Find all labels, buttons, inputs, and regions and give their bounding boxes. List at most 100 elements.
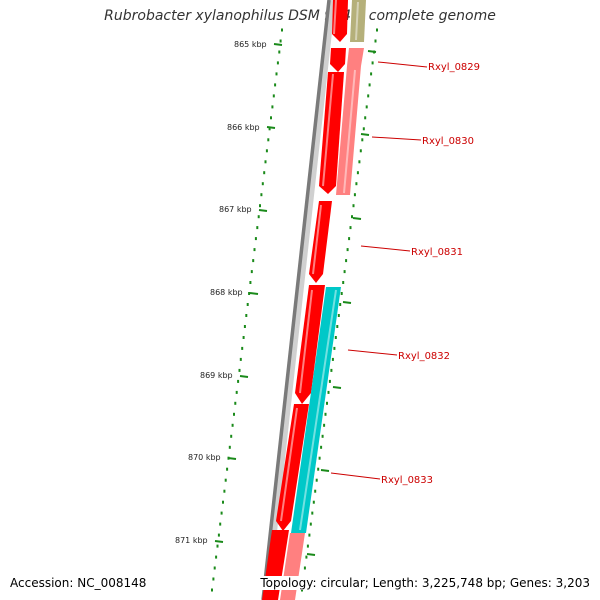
guide-dot xyxy=(215,555,218,559)
guide-dot xyxy=(352,204,355,208)
guide-dot xyxy=(365,105,368,109)
guide-dot xyxy=(368,83,371,87)
guide-dot xyxy=(301,588,303,592)
tick-label-870: 870 kbp xyxy=(188,453,221,462)
guide-dot xyxy=(212,577,215,581)
guide-dot xyxy=(228,445,231,449)
guide-dot xyxy=(376,28,378,32)
gene-label-rxyl-0833[interactable]: Rxyl_0833 xyxy=(381,475,433,486)
guide-dot xyxy=(358,160,361,164)
tick-label-866: 866 kbp xyxy=(227,123,260,132)
right-ticks xyxy=(306,50,377,556)
dotted-guide-left xyxy=(211,28,283,592)
guide-dot xyxy=(281,28,283,32)
guide-dot xyxy=(241,346,244,350)
label-0830: Rxyl_0830 xyxy=(371,136,474,147)
backbone-shadow xyxy=(262,0,336,600)
guide-dot xyxy=(326,401,328,405)
guide-dot xyxy=(351,215,353,219)
guide-dot xyxy=(328,379,331,383)
guide-dot xyxy=(222,500,224,504)
guide-dot xyxy=(359,149,362,153)
guide-dot xyxy=(320,445,323,449)
backbone xyxy=(261,0,331,600)
tick-label-871: 871 kbp xyxy=(175,536,208,545)
guide-dot xyxy=(216,544,219,548)
tick-870: 870 kbp xyxy=(188,453,237,462)
guide-dot xyxy=(330,368,333,372)
label-0832: Rxyl_0832 xyxy=(347,349,450,362)
guide-dot xyxy=(272,94,275,98)
reverse-strand-features xyxy=(280,0,366,600)
guide-dot xyxy=(253,248,256,252)
guide-dot xyxy=(243,325,246,328)
gene-label-rxyl-0830[interactable]: Rxyl_0830 xyxy=(422,136,474,147)
guide-dot xyxy=(231,423,234,427)
guide-dot xyxy=(340,292,343,295)
guide-dot xyxy=(303,566,306,570)
guide-dot xyxy=(276,61,279,65)
guide-dot xyxy=(311,511,314,515)
tick-868: 868 kbp xyxy=(210,288,259,297)
olive-feature[interactable] xyxy=(350,0,366,42)
guide-dot xyxy=(315,478,318,482)
guide-dot xyxy=(364,116,367,120)
guide-dot xyxy=(279,39,282,43)
guide-dot xyxy=(265,149,268,153)
guide-dot xyxy=(343,270,346,274)
guide-dot xyxy=(252,259,255,263)
guide-dot xyxy=(312,500,315,504)
guide-dot xyxy=(263,171,266,175)
guide-dot xyxy=(317,467,320,471)
gene-label-rxyl-0829[interactable]: Rxyl_0829 xyxy=(428,62,480,73)
guide-dot xyxy=(219,522,222,526)
guide-dot xyxy=(361,138,364,142)
guide-dot xyxy=(337,314,340,317)
highlight-feature[interactable] xyxy=(347,48,364,66)
guide-dot xyxy=(237,379,240,383)
guide-dot xyxy=(249,281,252,284)
guide-dot xyxy=(264,160,267,164)
guide-dot xyxy=(259,204,261,208)
guide-dot xyxy=(346,248,349,252)
genome-summary: Topology: circular; Length: 3,225,748 bp… xyxy=(260,576,590,590)
guide-dot xyxy=(278,50,281,54)
gene-label-rxyl-0831[interactable]: Rxyl_0831 xyxy=(411,247,463,258)
guide-dot xyxy=(211,588,213,592)
guide-dot xyxy=(331,357,334,361)
guide-dot xyxy=(371,61,374,65)
tick-label-867: 867 kbp xyxy=(219,205,252,214)
cyan-feature[interactable] xyxy=(291,287,341,533)
guide-dot xyxy=(242,336,245,339)
guide-dot xyxy=(308,533,311,537)
guide-dot xyxy=(324,412,327,416)
accession-text: Accession: NC_008148 xyxy=(10,576,147,590)
guide-dot xyxy=(256,226,259,230)
guide-dot xyxy=(271,105,274,109)
guide-dot xyxy=(306,544,309,548)
cds-feature[interactable] xyxy=(330,48,346,72)
highlight-feature[interactable] xyxy=(336,66,361,195)
guide-dot xyxy=(267,138,270,142)
guide-dot xyxy=(333,346,336,350)
guide-dot xyxy=(321,434,324,438)
tick-label-868: 868 kbp xyxy=(210,288,243,297)
tick-871: 871 kbp xyxy=(175,536,224,545)
guide-dot xyxy=(274,83,277,87)
guide-dot xyxy=(309,522,312,526)
guide-dot xyxy=(362,127,365,131)
guide-dot xyxy=(270,116,272,120)
guide-dot xyxy=(238,368,241,372)
gene-label-rxyl-0832[interactable]: Rxyl_0832 xyxy=(398,351,450,362)
guide-dot xyxy=(217,533,220,537)
guide-dot xyxy=(246,303,249,306)
label-0829: Rxyl_0829 xyxy=(377,61,480,73)
guide-dot xyxy=(268,127,271,131)
guide-dot xyxy=(260,193,263,197)
guide-dot xyxy=(275,72,278,76)
guide-dot xyxy=(318,456,321,460)
guide-dot xyxy=(314,489,317,493)
guide-dot xyxy=(224,478,227,482)
tick-865: 865 kbp xyxy=(234,40,283,49)
